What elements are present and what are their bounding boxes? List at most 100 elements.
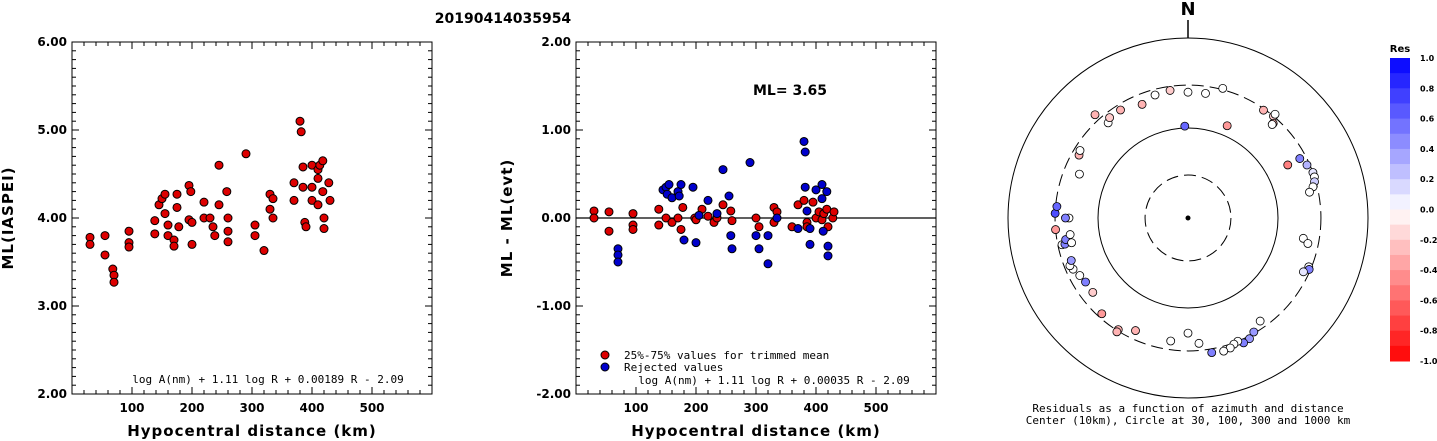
data-point bbox=[259, 246, 269, 256]
rejected-point bbox=[772, 213, 782, 223]
colorbar-swatch bbox=[1390, 270, 1410, 286]
colorbar-swatch bbox=[1390, 164, 1410, 180]
accepted-point bbox=[667, 217, 677, 227]
data-point bbox=[295, 116, 305, 126]
colorbar-tick-label: -0.2 bbox=[1420, 236, 1437, 245]
rejected-point bbox=[676, 180, 686, 190]
data-point bbox=[307, 195, 317, 205]
north-label: N bbox=[1180, 0, 1195, 20]
accepted-point bbox=[808, 197, 818, 207]
station-point bbox=[1066, 256, 1076, 265]
rejected-point bbox=[688, 182, 698, 192]
station-point bbox=[1302, 160, 1312, 170]
data-point bbox=[268, 194, 278, 204]
colorbar-tick-label: 0.4 bbox=[1420, 145, 1435, 154]
accepted-point bbox=[661, 213, 671, 223]
accepted-point bbox=[589, 213, 599, 223]
colorbar: Res 1.0 0.8 0.6 0.4 0.2 0.0 -0.2 -0.4 -0.6 -0.8 -1… bbox=[1390, 44, 1437, 366]
middle-points bbox=[589, 136, 839, 269]
data-point bbox=[289, 178, 299, 188]
data-point bbox=[223, 226, 233, 236]
ring-1000km bbox=[1007, 37, 1369, 399]
data-point bbox=[301, 222, 311, 232]
station-point bbox=[1137, 99, 1147, 109]
y-tick-label: 3.00 bbox=[37, 299, 67, 313]
rejected-point bbox=[800, 182, 810, 192]
station-point bbox=[1075, 169, 1084, 179]
colorbar-swatch bbox=[1390, 239, 1410, 256]
data-point bbox=[324, 178, 334, 188]
rejected-point bbox=[745, 158, 755, 168]
rejected-point bbox=[823, 241, 833, 251]
station-point bbox=[1088, 287, 1098, 297]
data-point bbox=[313, 200, 323, 210]
y-tick-label: -1.00 bbox=[536, 299, 571, 313]
rejected-point bbox=[817, 194, 827, 204]
x-tick-label: 400 bbox=[803, 401, 828, 415]
data-point bbox=[199, 197, 209, 207]
station-point bbox=[1075, 146, 1085, 155]
colorbar-swatch bbox=[1390, 330, 1410, 347]
rejected-point bbox=[763, 231, 773, 241]
station-point bbox=[1131, 326, 1140, 335]
station-point bbox=[1201, 89, 1210, 98]
data-point bbox=[214, 160, 224, 170]
accepted-point bbox=[673, 213, 683, 223]
station-point bbox=[1116, 105, 1125, 115]
station-point bbox=[1303, 239, 1313, 248]
accepted-point bbox=[628, 209, 638, 219]
station-point bbox=[1067, 238, 1077, 248]
colorbar-swatch bbox=[1390, 133, 1410, 150]
legend-label-accepted: 25%-75% values for trimmed mean bbox=[624, 349, 829, 362]
data-point bbox=[172, 202, 182, 212]
station-point bbox=[1267, 120, 1277, 129]
x-tick-label: 300 bbox=[743, 401, 768, 415]
colorbar-swatch bbox=[1390, 118, 1410, 135]
middle-x-axis-label: Hypocentral distance (km) bbox=[631, 422, 881, 440]
x-tick-label: 100 bbox=[119, 401, 144, 415]
accepted-point bbox=[654, 204, 664, 214]
accepted-point bbox=[628, 224, 638, 234]
y-tick-label: 2.00 bbox=[541, 35, 571, 49]
data-point bbox=[289, 195, 299, 205]
data-point bbox=[250, 231, 260, 241]
accepted-point bbox=[829, 207, 839, 217]
colorbar-tick-label: 0.0 bbox=[1420, 206, 1435, 215]
rejected-point bbox=[664, 180, 674, 190]
data-point bbox=[186, 187, 196, 197]
station-point bbox=[1090, 110, 1100, 120]
data-point bbox=[109, 277, 119, 287]
station-point bbox=[1219, 346, 1229, 356]
data-point bbox=[296, 127, 306, 137]
accepted-point bbox=[727, 216, 737, 226]
accepted-point bbox=[676, 224, 686, 234]
accepted-point bbox=[718, 200, 728, 210]
data-point bbox=[124, 242, 134, 252]
left-x-axis-label: Hypocentral distance (km) bbox=[127, 422, 377, 440]
accepted-point bbox=[678, 202, 688, 212]
colorbar-swatch bbox=[1390, 345, 1410, 362]
station-point bbox=[1295, 154, 1305, 163]
colorbar-swatch bbox=[1390, 300, 1410, 317]
data-point bbox=[265, 204, 275, 214]
data-point bbox=[160, 189, 170, 199]
station-point bbox=[1112, 327, 1122, 337]
rejected-point bbox=[667, 193, 677, 203]
station-point bbox=[1081, 277, 1090, 287]
station-point bbox=[1259, 105, 1268, 115]
x-tick-label: 300 bbox=[239, 401, 264, 415]
station-point bbox=[1051, 225, 1060, 234]
data-point bbox=[313, 173, 323, 183]
x-tick-label: 500 bbox=[359, 401, 384, 415]
polar-caption-1: Residuals as a function of azimuth and d… bbox=[1032, 402, 1343, 415]
middle-axes: 100 200 300 400 500 -2.00 -1.00 0.00 1.00 2.00 bbox=[536, 35, 937, 415]
polar-caption-2: Center (10km), Circle at 30, 100, 300 an… bbox=[1026, 414, 1351, 427]
data-point bbox=[150, 229, 160, 239]
rejected-point bbox=[724, 191, 734, 201]
middle-panel: 100 200 300 400 500 -2.00 -1.00 0.00 1.00 2.00 ML… bbox=[498, 35, 937, 440]
station-point bbox=[1061, 213, 1070, 223]
accepted-point bbox=[654, 220, 664, 230]
colorbar-tick-label: 0.2 bbox=[1420, 175, 1434, 184]
legend-marker-rejected bbox=[600, 362, 610, 372]
y-tick-label: -2.00 bbox=[536, 387, 571, 401]
